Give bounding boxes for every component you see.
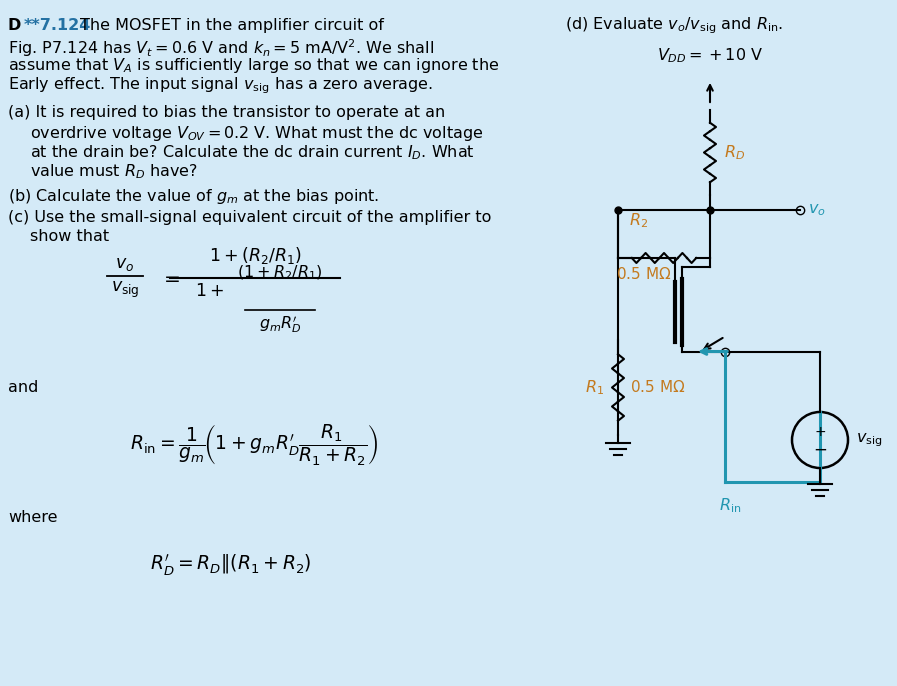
Text: $1 +$: $1 +$ — [196, 282, 224, 300]
Text: The MOSFET in the amplifier circuit of: The MOSFET in the amplifier circuit of — [80, 18, 384, 33]
Text: **7.124: **7.124 — [24, 18, 91, 33]
Text: (d) Evaluate $v_o/v_{\rm sig}$ and $R_{\rm in}$.: (d) Evaluate $v_o/v_{\rm sig}$ and $R_{\… — [565, 15, 783, 36]
Text: $-$: $-$ — [813, 440, 827, 458]
Text: value must $R_D$ have?: value must $R_D$ have? — [30, 162, 198, 180]
Text: where: where — [8, 510, 57, 525]
Text: $V_{DD} = +10$ V: $V_{DD} = +10$ V — [657, 46, 763, 65]
Text: $R_1$: $R_1$ — [585, 378, 604, 397]
Text: $R_{\rm in}$: $R_{\rm in}$ — [718, 497, 741, 515]
Text: $v_{\rm sig}$: $v_{\rm sig}$ — [856, 431, 883, 449]
Text: $=$: $=$ — [160, 268, 180, 287]
Text: $R_{\rm in} = \dfrac{1}{g_m}\!\left(1 + g_m R_D^{\prime}\dfrac{R_1}{R_1 + R_2}\r: $R_{\rm in} = \dfrac{1}{g_m}\!\left(1 + … — [130, 422, 379, 467]
Text: (b) Calculate the value of $g_m$ at the bias point.: (b) Calculate the value of $g_m$ at the … — [8, 187, 379, 206]
Text: $R_D$: $R_D$ — [724, 143, 745, 162]
Text: at the drain be? Calculate the dc drain current $I_D$. What: at the drain be? Calculate the dc drain … — [30, 143, 475, 162]
Text: $R_2$: $R_2$ — [630, 211, 649, 230]
Text: overdrive voltage $V_{OV} = 0.2$ V. What must the dc voltage: overdrive voltage $V_{OV} = 0.2$ V. What… — [30, 124, 483, 143]
Text: $1 + (R_2/R_1)$: $1 + (R_2/R_1)$ — [208, 245, 301, 266]
Text: $v_{\rm sig}$: $v_{\rm sig}$ — [110, 280, 139, 300]
Text: assume that $V_A$ is sufficiently large so that we can ignore the: assume that $V_A$ is sufficiently large … — [8, 56, 500, 75]
Text: $v_o$: $v_o$ — [808, 202, 826, 218]
Text: 0.5 M$\Omega$: 0.5 M$\Omega$ — [616, 266, 672, 282]
Text: Early effect. The input signal $v_{\rm sig}$ has a zero average.: Early effect. The input signal $v_{\rm s… — [8, 75, 433, 95]
Text: (a) It is required to bias the transistor to operate at an: (a) It is required to bias the transisto… — [8, 105, 445, 120]
Text: D: D — [8, 18, 27, 33]
Text: $(1 + R_2/R_1)$: $(1 + R_2/R_1)$ — [237, 263, 323, 282]
Text: $g_m R_D^{\prime}$: $g_m R_D^{\prime}$ — [258, 313, 301, 335]
Text: 0.5 M$\Omega$: 0.5 M$\Omega$ — [630, 379, 685, 396]
Text: (c) Use the small-signal equivalent circuit of the amplifier to: (c) Use the small-signal equivalent circ… — [8, 210, 492, 225]
Text: $+$: $+$ — [814, 425, 826, 439]
Text: show that: show that — [30, 229, 109, 244]
Text: $v_o$: $v_o$ — [116, 255, 135, 273]
Text: and: and — [8, 380, 39, 395]
Text: Fig. P7.124 has $V_t = 0.6$ V and $k_n = 5$ mA/V$^2$. We shall: Fig. P7.124 has $V_t = 0.6$ V and $k_n =… — [8, 37, 434, 59]
Text: $R_D^{\prime} = R_D \| (R_1 + R_2)$: $R_D^{\prime} = R_D \| (R_1 + R_2)$ — [150, 553, 311, 578]
